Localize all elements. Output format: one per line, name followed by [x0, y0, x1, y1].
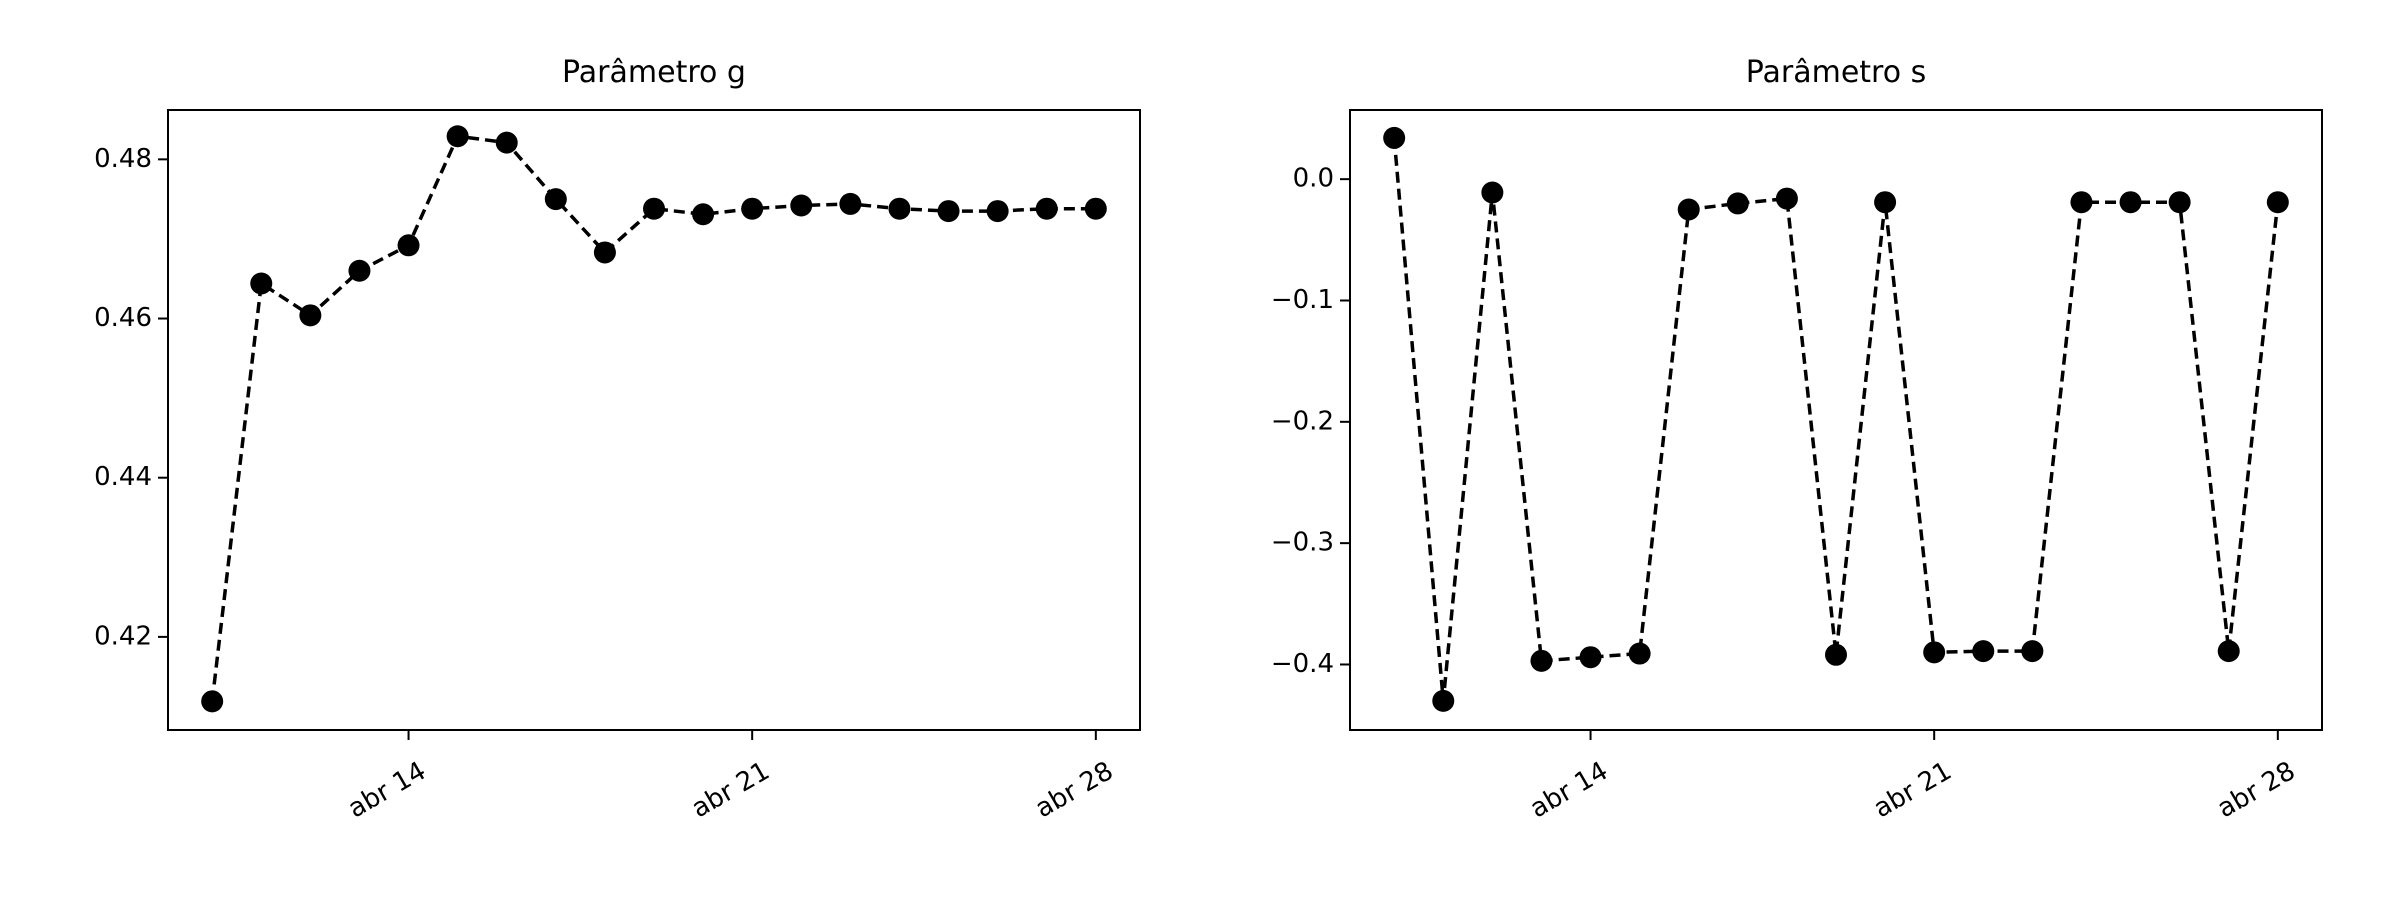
data-point [495, 131, 518, 154]
x-tick-label: abr 21 [687, 756, 775, 824]
data-point [937, 200, 960, 223]
data-point [593, 241, 616, 264]
data-point [544, 188, 567, 211]
data-point [1677, 198, 1700, 221]
data-point [2217, 640, 2240, 663]
y-tick-label: −0.4 [1271, 649, 1334, 679]
data-point [2070, 191, 2093, 214]
y-tick-label: −0.1 [1271, 285, 1334, 315]
data-point [1775, 187, 1798, 210]
data-point [692, 203, 715, 226]
x-tick-label: abr 28 [2212, 756, 2300, 824]
data-point [643, 197, 665, 220]
data-point [1481, 181, 1504, 204]
chart-title: Parâmetro s [1746, 55, 1926, 90]
data-point [1923, 641, 1946, 664]
data-point [888, 197, 911, 220]
data-point [1628, 642, 1651, 665]
data-point [2119, 191, 2142, 214]
data-point [1972, 640, 1995, 663]
data-point [1084, 197, 1107, 220]
data-point [1035, 197, 1058, 220]
data-point [201, 690, 224, 713]
data-point [299, 304, 322, 327]
data-point [2021, 640, 2044, 663]
data-point [790, 194, 813, 217]
y-tick-label: 0.42 [94, 621, 152, 651]
data-point [839, 192, 862, 215]
y-tick-label: 0.44 [94, 462, 152, 492]
data-point [986, 200, 1009, 223]
data-point [1726, 192, 1749, 215]
x-tick-label: abr 14 [1525, 756, 1613, 824]
y-tick-label: 0.0 [1293, 164, 1334, 194]
data-point [1383, 126, 1406, 149]
data-line [1392, 137, 2280, 702]
data-point [1432, 689, 1455, 712]
data-point [1874, 191, 1897, 214]
data-point [397, 234, 420, 257]
data-point [250, 272, 273, 295]
y-tick-label: −0.2 [1271, 406, 1334, 436]
data-point [1530, 649, 1553, 672]
y-tick-label: 0.48 [94, 144, 152, 174]
data-point [2168, 191, 2191, 214]
x-tick-label: abr 28 [1030, 756, 1118, 824]
data-point [348, 259, 371, 282]
data-point [1579, 646, 1602, 669]
data-point [741, 197, 764, 220]
x-tick-label: abr 21 [1869, 756, 1957, 824]
data-point [2266, 191, 2289, 214]
axes-frame [167, 109, 1141, 731]
data-line [210, 134, 1096, 702]
y-tick-label: −0.3 [1271, 528, 1334, 558]
chart-title: Parâmetro g [562, 55, 746, 90]
data-point [1825, 643, 1847, 666]
axes-frame [1349, 109, 2323, 731]
data-point [446, 125, 469, 148]
y-tick-label: 0.46 [94, 303, 152, 333]
x-tick-label: abr 14 [343, 756, 431, 824]
